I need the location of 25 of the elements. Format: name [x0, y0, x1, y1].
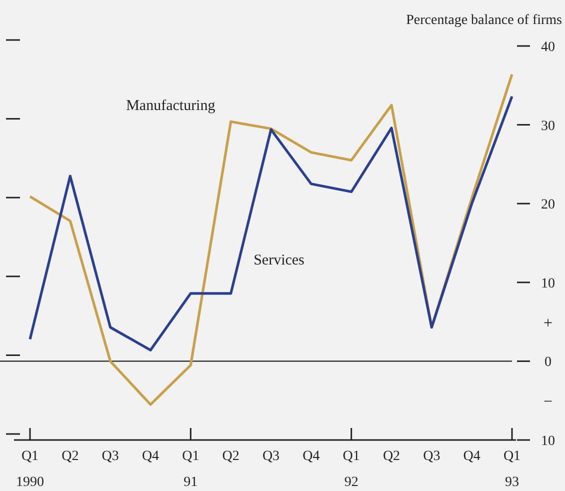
- x-tick-label: Q1 1990: [16, 449, 44, 490]
- x-tick-label: Q2: [382, 449, 400, 464]
- x-tick-label: Q1 91: [182, 449, 200, 490]
- y-tick-label: 40: [541, 40, 555, 55]
- y-axis-title: Percentage balance of firms: [406, 13, 562, 28]
- y-tick-label: 0: [544, 355, 552, 370]
- x-tick-label: Q2: [62, 449, 79, 464]
- x-tick-label: Q2: [222, 449, 240, 464]
- y-tick-label: 10: [541, 434, 555, 449]
- y-tick-label: 10: [541, 276, 555, 292]
- series-label: Manufacturing: [126, 98, 216, 114]
- text: −: [543, 394, 553, 411]
- x-tick-label: Q4: [302, 449, 320, 464]
- x-tick-label: Q4: [142, 449, 160, 464]
- x-tick-label: Q4: [463, 449, 480, 464]
- line-series: [28, 95, 514, 352]
- x-tick-label: Q3: [102, 449, 119, 464]
- x-tick-label: Q1 93: [503, 449, 521, 490]
- y-tick-label: 30: [541, 118, 555, 134]
- series-label: Services: [254, 252, 305, 269]
- x-tick-label: Q3: [423, 449, 440, 464]
- x-tick-label: Q1 92: [342, 449, 360, 490]
- y-tick-label: 20: [541, 198, 555, 213]
- x-tick-label: Q3: [262, 449, 280, 464]
- text: +: [543, 314, 553, 332]
